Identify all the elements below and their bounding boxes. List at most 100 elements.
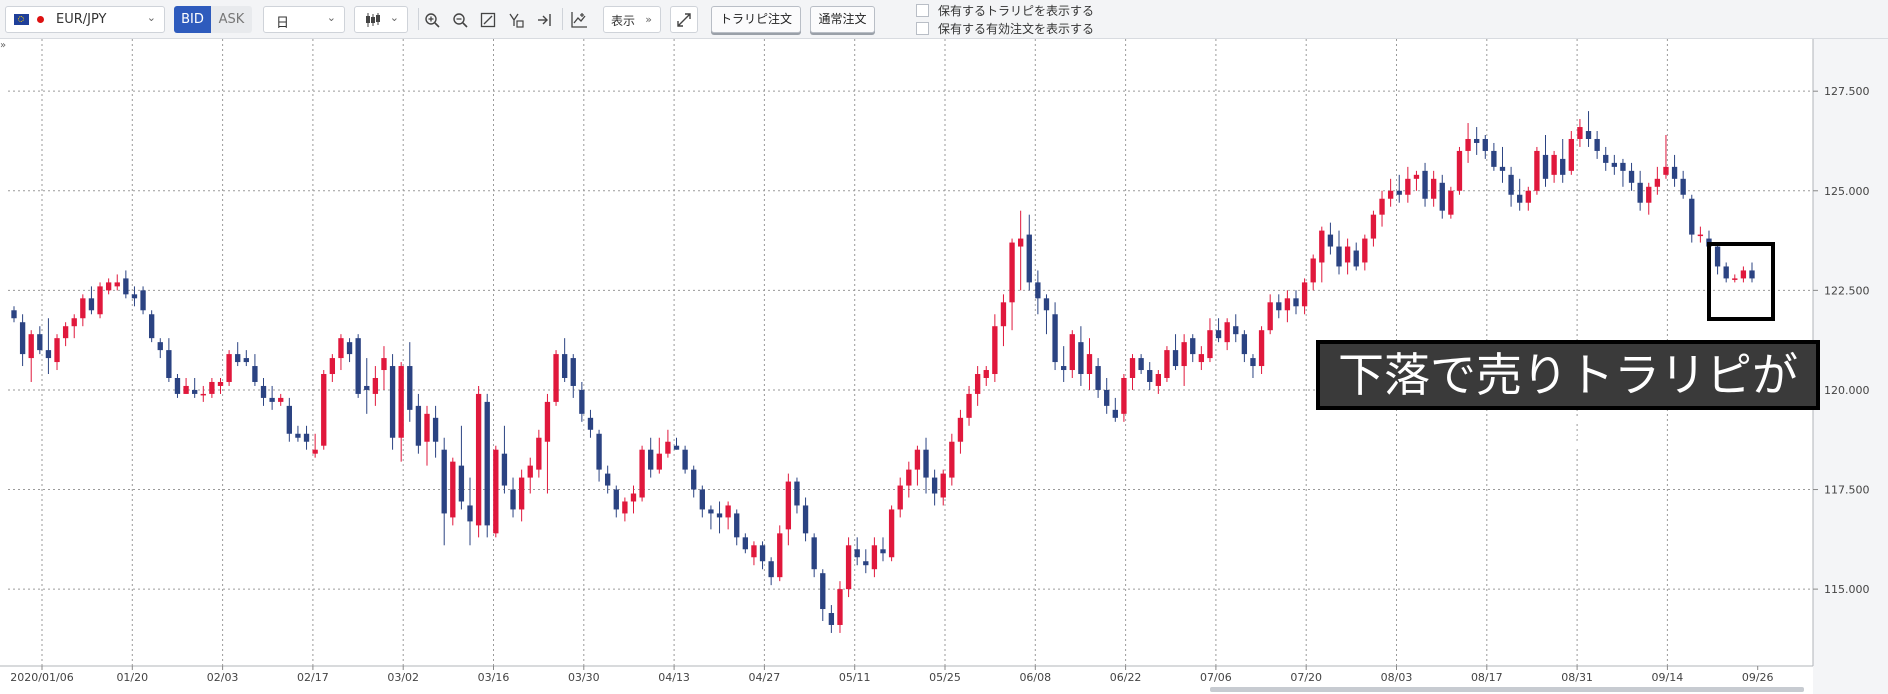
chart-area[interactable]: 127.500 125.000 122.500 120.000 117.500 115.0… [0, 39, 1888, 694]
candle-body [1284, 298, 1291, 311]
candle-body [536, 437, 542, 470]
candle [1560, 138, 1566, 183]
candle [1112, 397, 1118, 422]
candle [200, 385, 206, 402]
candle-body [1078, 342, 1084, 375]
collapse-handle-icon[interactable]: » [0, 40, 7, 51]
candle [587, 409, 594, 438]
candle [1430, 170, 1437, 207]
candle-body [845, 545, 852, 590]
candle [1663, 135, 1669, 179]
candlestick-chart[interactable]: 127.500 125.000 122.500 120.000 117.500 115.0… [0, 39, 1888, 694]
candle-body [235, 354, 241, 363]
candle-body [1482, 138, 1488, 151]
candle [441, 437, 447, 546]
candle-body [1155, 374, 1161, 386]
candle [1611, 154, 1618, 175]
period-select[interactable]: 日 ⌄ [263, 6, 345, 33]
y-tick-label: 122.500 [1824, 284, 1870, 297]
currency-pair-select[interactable]: EUR/JPY ⌄ [5, 6, 165, 33]
candle-body [992, 326, 998, 375]
candle [708, 505, 714, 530]
candle [62, 322, 69, 347]
candle [424, 405, 430, 466]
show-ifd-checkbox-row[interactable]: 保有するトラリピを表示する [916, 2, 1094, 19]
x-tick-label: 09/14 [1652, 671, 1684, 684]
ask-button[interactable]: ASK [211, 6, 252, 33]
chevron-down-icon: ⌄ [389, 11, 399, 24]
zoom-in-button[interactable] [420, 8, 444, 32]
candle-body [759, 545, 766, 562]
normal-order-button[interactable]: 通常注文 [810, 6, 875, 33]
candle-body [1430, 178, 1437, 199]
candle-body [708, 509, 714, 514]
candle [544, 393, 551, 494]
candle [493, 445, 499, 538]
candle [1224, 318, 1230, 351]
candle [1284, 290, 1291, 323]
candle-body [1379, 198, 1385, 215]
scroll-end-button[interactable] [532, 8, 556, 32]
candle-body [837, 589, 843, 625]
candle-body [432, 417, 439, 442]
candle [1121, 374, 1127, 422]
candle [630, 485, 637, 514]
candle [71, 314, 77, 339]
candle [432, 405, 439, 458]
candle-body [1353, 250, 1359, 267]
candle-body [871, 545, 878, 570]
candle [1508, 166, 1514, 207]
candle [888, 505, 895, 562]
candle [321, 370, 327, 450]
candle-body [140, 290, 146, 311]
candle-body [1138, 358, 1144, 371]
zoom-reset-button[interactable] [476, 8, 500, 32]
expand-button[interactable] [670, 6, 698, 33]
price-axis-panel [1813, 39, 1888, 694]
candle [1491, 142, 1497, 171]
candle-body [1517, 194, 1523, 203]
zoom-out-button[interactable] [448, 8, 472, 32]
show-orders-checkbox-row[interactable]: 保有する有効注文を表示する [916, 20, 1094, 37]
candle-body [518, 477, 525, 510]
zoom-out-icon [453, 13, 468, 28]
candle [1594, 131, 1600, 159]
x-tick-label: 08/17 [1471, 671, 1503, 684]
candle-body [372, 377, 379, 394]
bid-button[interactable]: BID [174, 6, 211, 33]
candle-body [45, 350, 52, 359]
x-tick-label: 09/26 [1742, 671, 1774, 684]
candle-body [1439, 182, 1445, 211]
candle-body [1052, 314, 1058, 363]
indicator-button[interactable] [567, 8, 591, 32]
candle-body [1697, 234, 1704, 237]
candle [613, 485, 619, 518]
candle-body [1585, 131, 1592, 139]
show-orders-checkbox[interactable] [916, 22, 929, 35]
show-ifd-checkbox[interactable] [916, 4, 929, 17]
period-label: 日 [276, 16, 290, 31]
candle [1697, 226, 1704, 243]
candle-body [622, 501, 628, 514]
ifd-order-button[interactable]: トラリピ注文 [711, 6, 801, 33]
expand-icon [677, 13, 691, 27]
candle-body [1422, 170, 1428, 199]
candle [768, 557, 774, 586]
candle [648, 437, 654, 478]
candle [252, 354, 258, 386]
candle-body [1370, 214, 1377, 239]
chart-type-select[interactable]: ⌄ [354, 6, 408, 33]
display-menu-button[interactable]: 表示 » [603, 6, 661, 33]
candle-body [1405, 178, 1411, 195]
candle [974, 366, 981, 406]
chevron-down-icon: ⌄ [146, 11, 156, 24]
y-tick-label: 127.500 [1824, 85, 1870, 98]
candle-body [355, 338, 361, 394]
candle-body [1525, 190, 1531, 203]
candle [346, 338, 353, 363]
candle-body [1491, 150, 1497, 167]
drawing-button[interactable] [504, 8, 528, 32]
y-tick-label: 117.500 [1824, 484, 1870, 497]
candle-body [475, 393, 482, 526]
candle [1293, 290, 1299, 315]
